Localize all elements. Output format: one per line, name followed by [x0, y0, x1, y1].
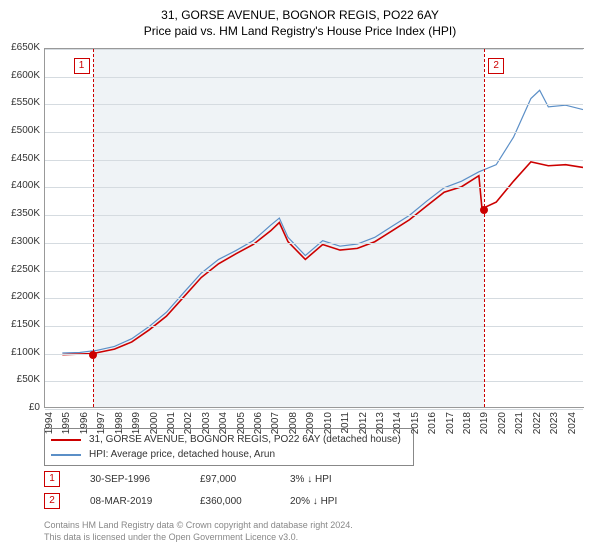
attribution: Contains HM Land Registry data © Crown c… — [44, 520, 353, 543]
gridline — [45, 187, 583, 188]
gridline — [45, 104, 583, 105]
ytick-label: £650K — [4, 42, 40, 53]
gridline — [45, 160, 583, 161]
xtick-label: 2004 — [218, 412, 229, 442]
ytick-label: £0 — [4, 402, 40, 413]
gridline — [45, 326, 583, 327]
title-area: 31, GORSE AVENUE, BOGNOR REGIS, PO22 6AY… — [0, 0, 600, 38]
gridline — [45, 77, 583, 78]
xtick-label: 2023 — [549, 412, 560, 442]
ytick-label: £600K — [4, 70, 40, 81]
marker-ref: 1 — [44, 471, 60, 487]
points-table: 1 30-SEP-1996£97,0003% ↓ HPI 2 08-MAR-2019£… — [44, 468, 380, 512]
points-table-row: 2 08-MAR-2019£360,00020% ↓ HPI — [44, 490, 380, 512]
xtick-label: 2019 — [479, 412, 490, 442]
xtick-label: 2005 — [236, 412, 247, 442]
xtick-label: 1998 — [114, 412, 125, 442]
xtick-label: 2013 — [375, 412, 386, 442]
ytick-label: £450K — [4, 153, 40, 164]
xtick-label: 2020 — [497, 412, 508, 442]
xtick-label: 2003 — [201, 412, 212, 442]
gridline — [45, 132, 583, 133]
ytick-label: £300K — [4, 236, 40, 247]
xtick-label: 1997 — [96, 412, 107, 442]
xtick-label: 2007 — [270, 412, 281, 442]
xtick-label: 2000 — [149, 412, 160, 442]
gridline — [45, 271, 583, 272]
xtick-label: 2006 — [253, 412, 264, 442]
xtick-label: 2017 — [445, 412, 456, 442]
title-main: 31, GORSE AVENUE, BOGNOR REGIS, PO22 6AY — [0, 8, 600, 22]
legend-swatch — [51, 454, 81, 456]
gridline — [45, 354, 583, 355]
xtick-label: 2022 — [532, 412, 543, 442]
points-table-row: 1 30-SEP-1996£97,0003% ↓ HPI — [44, 468, 380, 490]
ytick-label: £550K — [4, 97, 40, 108]
legend-label: HPI: Average price, detached house, Arun — [89, 449, 275, 460]
gridline — [45, 298, 583, 299]
hpi-diff: 20% ↓ HPI — [290, 496, 380, 507]
xtick-label: 2002 — [183, 412, 194, 442]
gridline — [45, 243, 583, 244]
series-line-hpi — [62, 90, 583, 353]
xtick-label: 2012 — [358, 412, 369, 442]
ytick-label: £250K — [4, 264, 40, 275]
marker-ref: 2 — [44, 493, 60, 509]
xtick-label: 2009 — [305, 412, 316, 442]
sale-price: £360,000 — [200, 496, 290, 507]
ytick-label: £400K — [4, 180, 40, 191]
sale-price: £97,000 — [200, 474, 290, 485]
xtick-label: 2016 — [427, 412, 438, 442]
chart-plot-area: 12 — [44, 48, 584, 408]
sale-date: 30-SEP-1996 — [90, 474, 200, 485]
xtick-label: 2010 — [323, 412, 334, 442]
attribution-line2: This data is licensed under the Open Gov… — [44, 532, 353, 544]
xtick-label: 1994 — [44, 412, 55, 442]
gridline — [45, 49, 583, 50]
xtick-label: 1999 — [131, 412, 142, 442]
ytick-label: £100K — [4, 347, 40, 358]
ytick-label: £500K — [4, 125, 40, 136]
sale-point-dot — [480, 206, 488, 214]
ytick-label: £350K — [4, 208, 40, 219]
xtick-label: 2024 — [567, 412, 578, 442]
xtick-label: 1995 — [61, 412, 72, 442]
attribution-line1: Contains HM Land Registry data © Crown c… — [44, 520, 353, 532]
legend-item: HPI: Average price, detached house, Arun — [51, 447, 407, 462]
xtick-label: 2018 — [462, 412, 473, 442]
xtick-label: 1996 — [79, 412, 90, 442]
hpi-diff: 3% ↓ HPI — [290, 474, 380, 485]
xtick-label: 2011 — [340, 412, 351, 442]
chart-container: 31, GORSE AVENUE, BOGNOR REGIS, PO22 6AY… — [0, 0, 600, 560]
sale-date: 08-MAR-2019 — [90, 496, 200, 507]
gridline — [45, 215, 583, 216]
ytick-label: £150K — [4, 319, 40, 330]
gridline — [45, 381, 583, 382]
xtick-label: 2015 — [410, 412, 421, 442]
xtick-label: 2008 — [288, 412, 299, 442]
gridline — [45, 409, 583, 410]
marker-box: 2 — [488, 58, 504, 74]
marker-box: 1 — [74, 58, 90, 74]
marker-line — [484, 49, 485, 407]
xtick-label: 2021 — [514, 412, 525, 442]
xtick-label: 2001 — [166, 412, 177, 442]
xtick-label: 2014 — [392, 412, 403, 442]
title-sub: Price paid vs. HM Land Registry's House … — [0, 24, 600, 38]
ytick-label: £200K — [4, 291, 40, 302]
ytick-label: £50K — [4, 374, 40, 385]
